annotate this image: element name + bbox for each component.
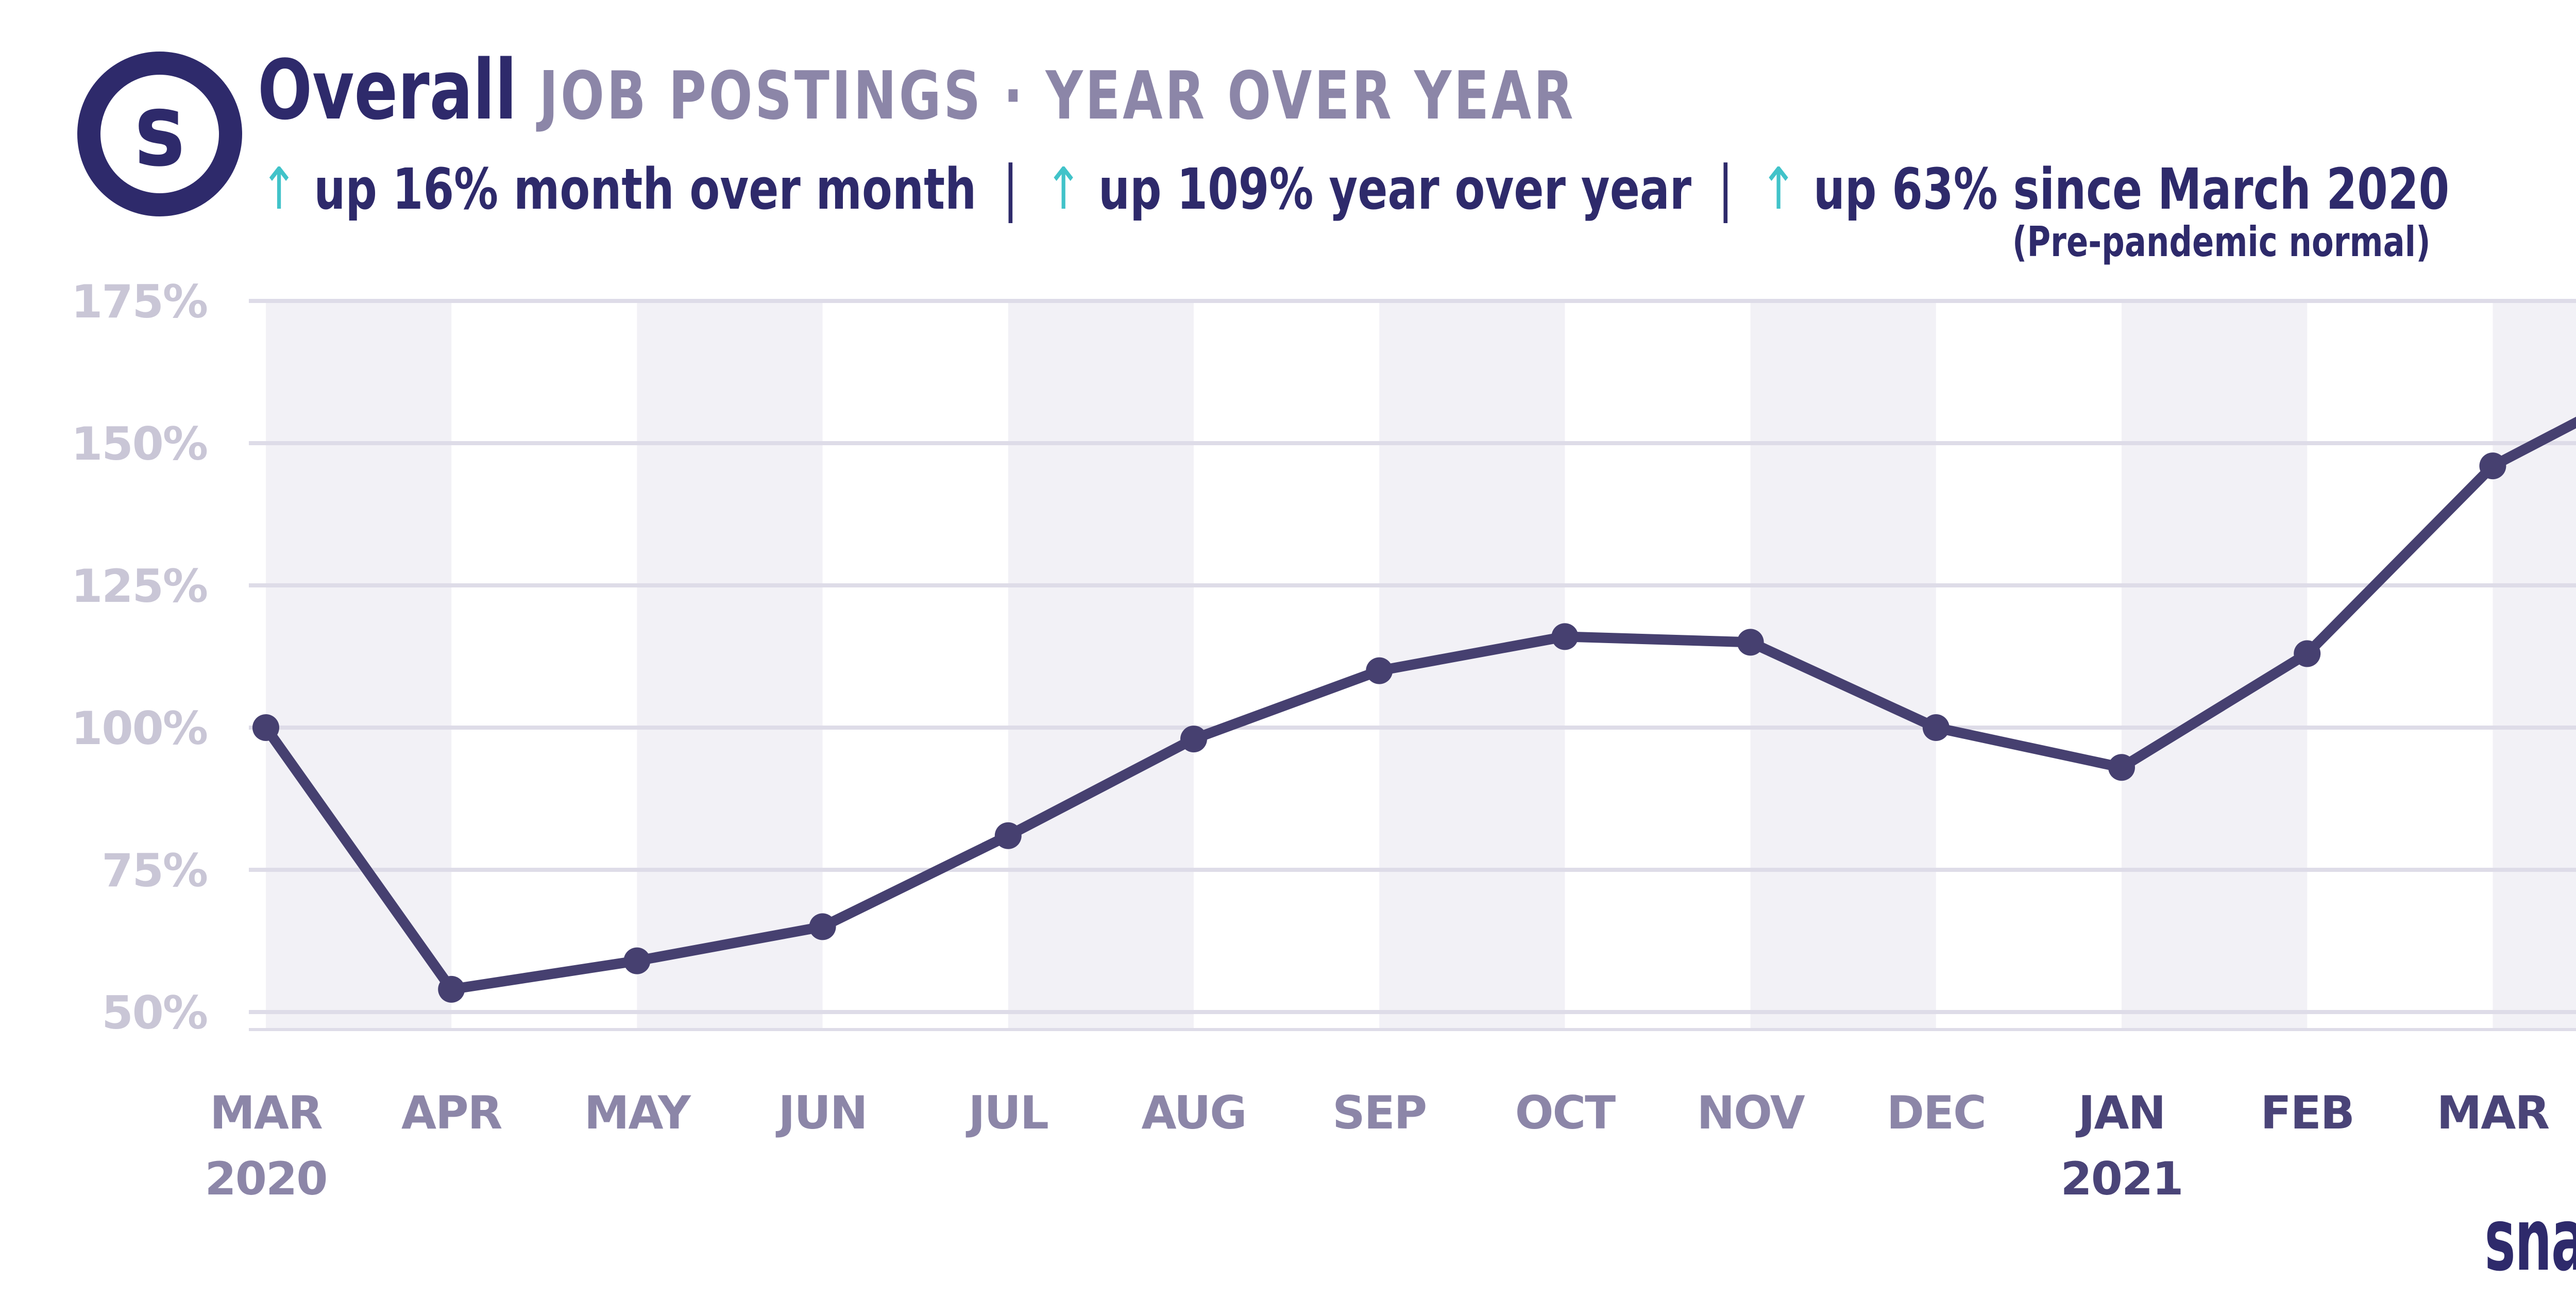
month-band [1008,301,1194,1030]
data-point [809,913,836,940]
stat-month-over-month: up 16% month over month [314,156,977,222]
x-axis-label: MAR [210,1086,322,1139]
data-point [252,714,279,741]
x-axis-label: JUL [966,1086,1048,1139]
logo-letter: s [134,71,185,189]
page-title: Overall JOB POSTINGS · YEAR OVER YEAR [258,49,1575,131]
stats-summary-row: ↑ up 16% month over month | ↑ up 109% ye… [260,153,2449,223]
data-point [1366,657,1393,684]
x-axis-label: NOV [1697,1086,1805,1139]
title-subtitle: JOB POSTINGS · YEAR OVER YEAR [539,58,1576,134]
x-axis-label: OCT [1515,1086,1616,1139]
month-band [2122,301,2308,1030]
x-axis-label: APR [401,1086,502,1139]
x-axis-label: DEC [1887,1086,1986,1139]
x-axis-label: FEB [2261,1086,2354,1139]
month-band [637,301,823,1030]
y-axis-label: 75% [101,844,207,897]
y-axis-label: 50% [101,986,207,1039]
data-point [438,975,465,1003]
y-axis-label: 125% [71,560,207,613]
month-band [1750,301,1936,1030]
data-point [1180,726,1207,753]
y-axis-label: 150% [71,417,207,470]
stat-year-over-year: up 109% year over year [1098,156,1692,222]
stat-separator: | [1717,152,1734,223]
pre-pandemic-note-text: (Pre-pandemic normal) [2012,218,2431,266]
month-band [266,301,452,1030]
pre-pandemic-note: (Pre-pandemic normal) [2012,222,2431,263]
snagajob-wordmark: snagajob ® [2311,1197,2576,1283]
up-arrow-icon: ↑ [1759,156,1798,223]
data-point [1737,629,1764,656]
x-axis-label: JUN [776,1086,867,1139]
title-overall: Overall [258,42,517,138]
y-axis-label: 100% [71,702,207,755]
x-axis-year-label: 2020 [205,1152,327,1205]
data-point [623,947,651,974]
data-point [1551,623,1579,650]
brand-name: snagajob [2484,1189,2576,1290]
series-line [261,416,2576,995]
stat-separator: | [1002,152,1019,223]
x-axis-label: AUG [1141,1086,1246,1139]
stat-since-march-2020: up 63% since March 2020 [1813,156,2450,222]
data-point [1922,714,1950,741]
data-point [2479,452,2506,480]
x-axis-label: SEP [1332,1086,1426,1139]
x-axis-label: MAY [584,1086,691,1139]
x-axis-year-label: 2021 [2061,1152,2183,1205]
up-arrow-icon: ↑ [260,156,298,223]
data-point [2108,754,2135,781]
data-point [2294,640,2321,667]
x-axis-label: JAN [2076,1086,2165,1139]
data-point [994,822,1022,849]
x-axis-label: MAR [2437,1086,2549,1139]
month-band [2493,301,2576,1030]
y-axis-label: 175% [71,275,207,328]
up-arrow-icon: ↑ [1044,156,1082,223]
